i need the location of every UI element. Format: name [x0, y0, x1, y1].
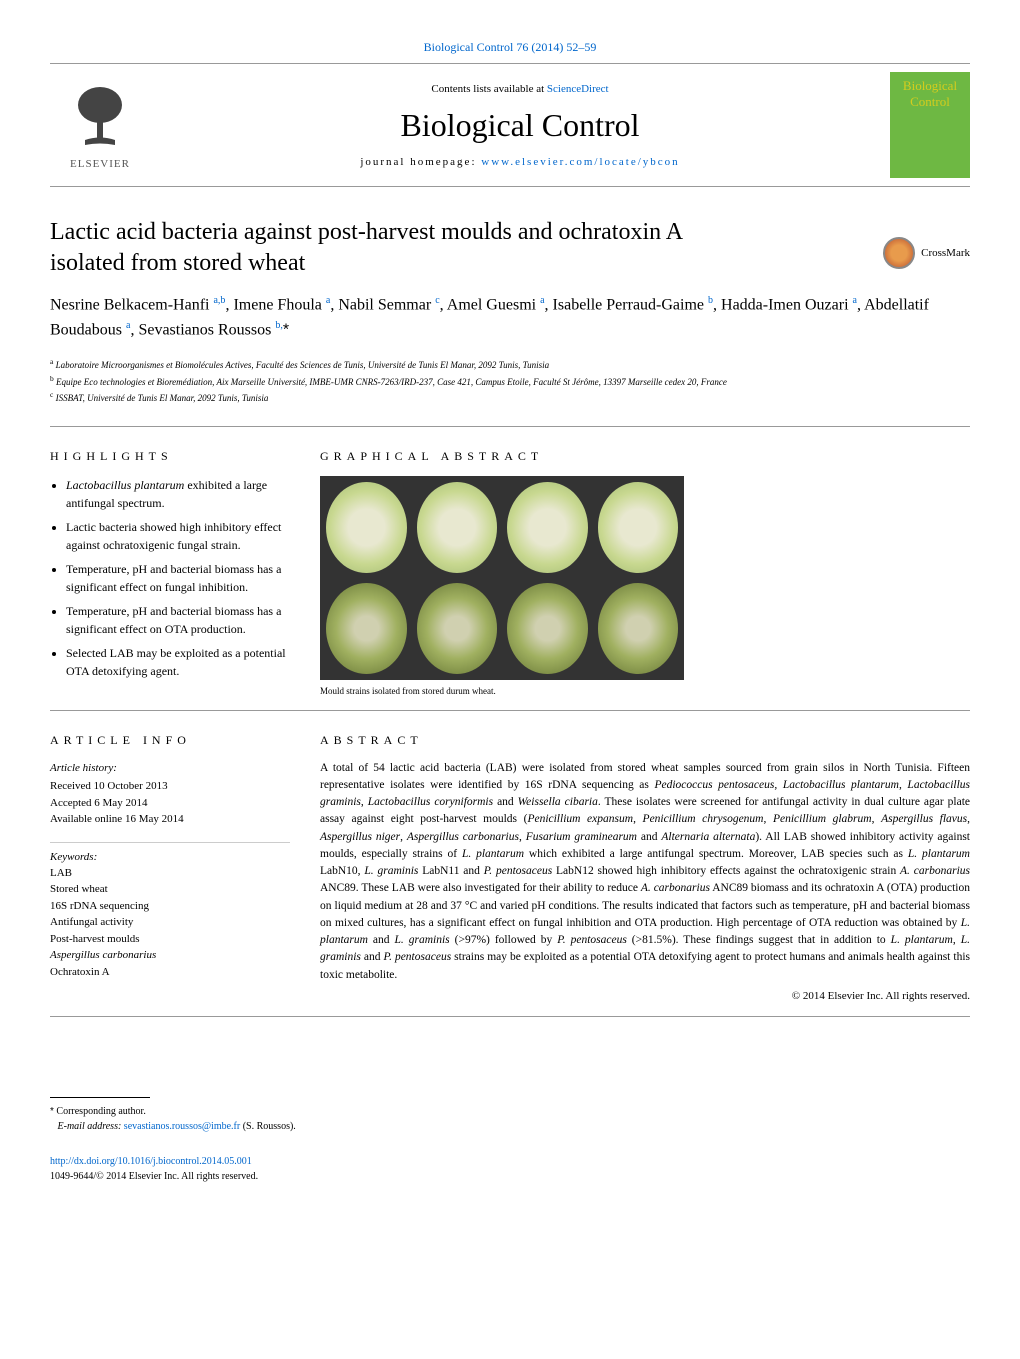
crossmark-icon [883, 237, 915, 269]
doi-block: http://dx.doi.org/10.1016/j.biocontrol.2… [50, 1154, 970, 1184]
highlights-heading: HIGHLIGHTS [50, 449, 290, 464]
email-name: (S. Roussos). [240, 1121, 296, 1132]
article-title: Lactic acid bacteria against post-harves… [50, 217, 750, 279]
abstract-text: A total of 54 lactic acid bacteria (LAB)… [320, 760, 970, 984]
journal-citation: Biological Control 76 (2014) 52–59 [50, 40, 970, 55]
homepage-prefix: journal homepage: [360, 156, 481, 168]
highlights-row: HIGHLIGHTS Lactobacillus plantarum exhib… [50, 441, 970, 696]
affiliation-b: b Equipe Eco technologies et Bioremédiat… [50, 373, 970, 390]
header-center: Contents lists available at ScienceDirec… [150, 83, 890, 168]
keyword-item: Aspergillus carbonarius [50, 947, 290, 964]
journal-cover: Biological Control [890, 72, 970, 178]
article-info-block: ARTICLE INFO Article history: Received 1… [50, 725, 290, 1002]
highlight-item: Lactobacillus plantarum exhibited a larg… [66, 476, 290, 512]
article-history: Article history: Received 10 October 201… [50, 760, 290, 828]
crossmark-label: CrossMark [921, 247, 970, 259]
keywords-list: LABStored wheat16S rDNA sequencingAntifu… [50, 865, 290, 981]
corresponding-author: * Corresponding author. [50, 1104, 970, 1119]
affiliations: a Laboratoire Microorganismes et Biomolé… [50, 356, 970, 406]
graphical-caption: Mould strains isolated from stored durum… [320, 686, 970, 696]
footer: * Corresponding author. E-mail address: … [50, 1097, 970, 1184]
divider [50, 842, 290, 843]
online-date: Available online 16 May 2014 [50, 811, 290, 828]
keyword-item: Post-harvest moulds [50, 931, 290, 948]
highlight-item: Lactic bacteria showed high inhibitory e… [66, 518, 290, 554]
received-date: Received 10 October 2013 [50, 778, 290, 795]
graphical-heading: GRAPHICAL ABSTRACT [320, 449, 970, 464]
divider [50, 1016, 970, 1017]
affiliation-c: c ISSBAT, Université de Tunis El Manar, … [50, 389, 970, 406]
divider [50, 426, 970, 427]
journal-name: Biological Control [150, 107, 890, 144]
highlights-block: HIGHLIGHTS Lactobacillus plantarum exhib… [50, 441, 290, 696]
affiliation-a: a Laboratoire Microorganismes et Biomolé… [50, 356, 970, 373]
keyword-item: LAB [50, 865, 290, 882]
elsevier-text: ELSEVIER [70, 158, 130, 170]
abstract-heading: ABSTRACT [320, 733, 970, 748]
keyword-item: Antifungal activity [50, 914, 290, 931]
highlights-list: Lactobacillus plantarum exhibited a larg… [50, 476, 290, 680]
email-label: E-mail address: [58, 1121, 124, 1132]
journal-header: ELSEVIER Contents lists available at Sci… [50, 63, 970, 187]
graphical-abstract-block: GRAPHICAL ABSTRACT Mould strains isolate… [320, 441, 970, 696]
highlight-item: Temperature, pH and bacterial biomass ha… [66, 560, 290, 596]
authors: Nesrine Belkacem-Hanfi a,b, Imene Fhoula… [50, 293, 970, 342]
doi-link[interactable]: http://dx.doi.org/10.1016/j.biocontrol.2… [50, 1156, 252, 1167]
divider [50, 710, 970, 711]
abstract-row: ARTICLE INFO Article history: Received 1… [50, 725, 970, 1002]
copyright: © 2014 Elsevier Inc. All rights reserved… [320, 990, 970, 1002]
keyword-item: Ochratoxin A [50, 964, 290, 981]
graphical-abstract-image [320, 476, 684, 680]
homepage-link[interactable]: www.elsevier.com/locate/ybcon [481, 156, 679, 168]
accepted-date: Accepted 6 May 2014 [50, 795, 290, 812]
keyword-item: Stored wheat [50, 881, 290, 898]
issn-line: 1049-9644/© 2014 Elsevier Inc. All right… [50, 1171, 258, 1182]
cover-line2: Control [910, 94, 950, 110]
highlight-item: Temperature, pH and bacterial biomass ha… [66, 602, 290, 638]
contents-prefix: Contents lists available at [431, 83, 546, 95]
abstract-block: ABSTRACT A total of 54 lactic acid bacte… [320, 725, 970, 1002]
crossmark-badge[interactable]: CrossMark [883, 237, 970, 269]
keyword-item: 16S rDNA sequencing [50, 898, 290, 915]
elsevier-tree-icon [65, 80, 135, 158]
contents-line: Contents lists available at ScienceDirec… [150, 83, 890, 95]
elsevier-logo: ELSEVIER [50, 75, 150, 175]
keywords-label: Keywords: [50, 851, 290, 863]
journal-citation-link[interactable]: Biological Control 76 (2014) 52–59 [424, 40, 597, 54]
email-link[interactable]: sevastianos.roussos@imbe.fr [124, 1121, 240, 1132]
sciencedirect-link[interactable]: ScienceDirect [547, 83, 609, 95]
homepage-line: journal homepage: www.elsevier.com/locat… [150, 156, 890, 168]
highlight-item: Selected LAB may be exploited as a poten… [66, 644, 290, 680]
article-info-heading: ARTICLE INFO [50, 733, 290, 748]
footnote-rule [50, 1097, 150, 1098]
email-line: E-mail address: sevastianos.roussos@imbe… [50, 1119, 970, 1134]
history-label: Article history: [50, 760, 290, 777]
cover-line1: Biological [903, 78, 957, 94]
